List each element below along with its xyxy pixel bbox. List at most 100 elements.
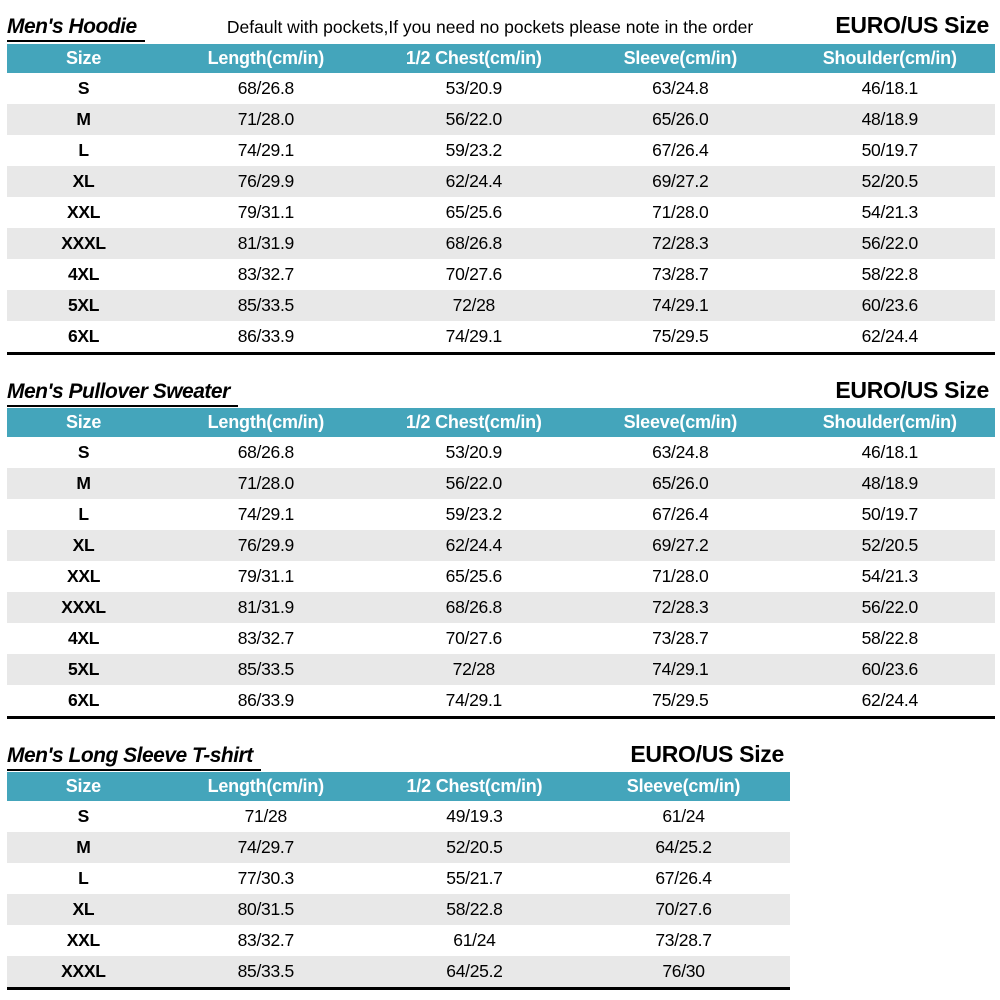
size-cell: M bbox=[76, 473, 91, 493]
pullover-section-header: Men's Pullover Sweater EURO/US Size bbox=[7, 375, 995, 408]
table-row: 5XL 85/33.5 72/28 74/29.1 60/23.6 bbox=[7, 654, 995, 685]
column-header: Sleeve(cm/in) bbox=[576, 44, 785, 73]
column-header: Size bbox=[7, 44, 161, 73]
hoodie-size-standard-label: EURO/US Size bbox=[835, 12, 989, 38]
measurement-cell: 48/18.9 bbox=[861, 109, 919, 129]
size-cell: XXXL bbox=[61, 961, 106, 981]
column-header: Size bbox=[7, 408, 161, 437]
measurement-cell: 83/32.7 bbox=[237, 930, 295, 950]
measurement-cell: 73/28.7 bbox=[652, 628, 709, 648]
measurement-cell: 79/31.1 bbox=[237, 566, 295, 586]
size-cell: 6XL bbox=[67, 326, 100, 346]
measurement-cell: 71/28.0 bbox=[652, 202, 709, 222]
measurement-cell: 70/27.6 bbox=[445, 628, 503, 648]
measurement-cell: 72/28 bbox=[452, 659, 496, 679]
size-cell: M bbox=[76, 109, 91, 129]
measurement-cell: 67/26.4 bbox=[652, 504, 709, 524]
measurement-cell: 71/28 bbox=[244, 806, 288, 826]
tshirt-size-table: Size Length(cm/in) 1/2 Chest(cm/in) Sleeve(… bbox=[7, 772, 790, 990]
size-cell: XXXL bbox=[61, 597, 106, 617]
pullover-title: Men's Pullover Sweater bbox=[7, 380, 238, 407]
measurement-cell: 49/19.3 bbox=[446, 806, 503, 826]
measurement-cell: 76/29.9 bbox=[237, 171, 295, 191]
measurement-cell: 79/31.1 bbox=[237, 202, 295, 222]
hoodie-pockets-note: Default with pockets,If you need no pock… bbox=[226, 17, 754, 37]
column-header: Length(cm/in) bbox=[160, 408, 372, 437]
measurement-cell: 85/33.5 bbox=[237, 961, 295, 981]
measurement-cell: 55/21.7 bbox=[446, 868, 503, 888]
measurement-cell: 64/25.2 bbox=[655, 837, 712, 857]
measurement-cell: 85/33.5 bbox=[237, 295, 295, 315]
measurement-cell: 75/29.5 bbox=[652, 690, 709, 710]
column-header: 1/2 Chest(cm/in) bbox=[371, 44, 577, 73]
measurement-cell: 68/26.8 bbox=[237, 442, 295, 462]
table-row: S 68/26.8 53/20.9 63/24.8 46/18.1 bbox=[7, 437, 995, 468]
measurement-cell: 68/26.8 bbox=[445, 233, 503, 253]
measurement-cell: 83/32.7 bbox=[237, 628, 295, 648]
measurement-cell: 65/25.6 bbox=[445, 566, 503, 586]
size-cell: S bbox=[77, 442, 90, 462]
measurement-cell: 59/23.2 bbox=[445, 504, 503, 524]
measurement-cell: 60/23.6 bbox=[861, 295, 919, 315]
measurement-cell: 70/27.6 bbox=[655, 899, 712, 919]
measurement-cell: 85/33.5 bbox=[237, 659, 295, 679]
measurement-cell: 58/22.8 bbox=[861, 628, 919, 648]
pullover-size-table: Size Length(cm/in) 1/2 Chest(cm/in) Sleeve(… bbox=[7, 408, 995, 719]
hoodie-size-table: Size Length(cm/in) 1/2 Chest(cm/in) Sleeve(… bbox=[7, 44, 995, 355]
table-row: M 71/28.0 56/22.0 65/26.0 48/18.9 bbox=[7, 104, 995, 135]
table-row: XXXL 81/31.9 68/26.8 72/28.3 56/22.0 bbox=[7, 228, 995, 259]
pullover-size-standard-label: EURO/US Size bbox=[835, 377, 989, 403]
measurement-cell: 52/20.5 bbox=[446, 837, 503, 857]
tshirt-section-header: Men's Long Sleeve T-shirt EURO/US Size bbox=[7, 739, 790, 772]
table-header-row: Size Length(cm/in) 1/2 Chest(cm/in) Sleeve(… bbox=[7, 772, 790, 801]
measurement-cell: 62/24.4 bbox=[861, 326, 919, 346]
measurement-cell: 65/25.6 bbox=[445, 202, 503, 222]
column-header: 1/2 Chest(cm/in) bbox=[371, 408, 577, 437]
measurement-cell: 64/25.2 bbox=[446, 961, 503, 981]
size-cell: M bbox=[76, 837, 91, 857]
size-cell: S bbox=[77, 806, 90, 826]
measurement-cell: 68/26.8 bbox=[445, 597, 503, 617]
table-header-row: Size Length(cm/in) 1/2 Chest(cm/in) Sleeve(… bbox=[7, 408, 995, 437]
size-cell: L bbox=[78, 868, 89, 888]
table-row: XXXL 85/33.5 64/25.2 76/30 bbox=[7, 956, 790, 989]
measurement-cell: 80/31.5 bbox=[237, 899, 295, 919]
measurement-cell: 58/22.8 bbox=[446, 899, 503, 919]
size-cell: XXL bbox=[66, 930, 100, 950]
measurement-cell: 56/22.0 bbox=[861, 233, 919, 253]
table-row: 6XL 86/33.9 74/29.1 75/29.5 62/24.4 bbox=[7, 685, 995, 718]
table-header-row: Size Length(cm/in) 1/2 Chest(cm/in) Sleeve(… bbox=[7, 44, 995, 73]
measurement-cell: 65/26.0 bbox=[652, 473, 709, 493]
table-row: XXL 83/32.7 61/24 73/28.7 bbox=[7, 925, 790, 956]
column-header: 1/2 Chest(cm/in) bbox=[371, 772, 577, 801]
measurement-cell: 75/29.5 bbox=[652, 326, 709, 346]
measurement-cell: 62/24.4 bbox=[445, 535, 503, 555]
measurement-cell: 81/31.9 bbox=[237, 233, 295, 253]
measurement-cell: 83/32.7 bbox=[237, 264, 295, 284]
measurement-cell: 69/27.2 bbox=[652, 171, 709, 191]
pullover-section: Men's Pullover Sweater EURO/US Size Size… bbox=[7, 375, 995, 719]
measurement-cell: 52/20.5 bbox=[861, 535, 919, 555]
measurement-cell: 56/22.0 bbox=[445, 109, 503, 129]
size-cell: XL bbox=[72, 535, 95, 555]
table-row: S 68/26.8 53/20.9 63/24.8 46/18.1 bbox=[7, 73, 995, 104]
size-cell: 5XL bbox=[67, 659, 100, 679]
table-row: 4XL 83/32.7 70/27.6 73/28.7 58/22.8 bbox=[7, 259, 995, 290]
measurement-cell: 72/28.3 bbox=[652, 597, 709, 617]
measurement-cell: 53/20.9 bbox=[445, 442, 503, 462]
measurement-cell: 74/29.7 bbox=[237, 837, 295, 857]
table-row: S 71/28 49/19.3 61/24 bbox=[7, 801, 790, 832]
column-header: Size bbox=[7, 772, 160, 801]
hoodie-title: Men's Hoodie bbox=[7, 15, 145, 42]
measurement-cell: 74/29.1 bbox=[652, 659, 709, 679]
measurement-cell: 81/31.9 bbox=[237, 597, 295, 617]
measurement-cell: 58/22.8 bbox=[861, 264, 919, 284]
measurement-cell: 53/20.9 bbox=[445, 78, 503, 98]
size-cell: 6XL bbox=[67, 690, 100, 710]
measurement-cell: 71/28.0 bbox=[237, 109, 295, 129]
measurement-cell: 71/28.0 bbox=[237, 473, 295, 493]
size-cell: XXL bbox=[66, 566, 101, 586]
measurement-cell: 76/29.9 bbox=[237, 535, 295, 555]
measurement-cell: 52/20.5 bbox=[861, 171, 919, 191]
